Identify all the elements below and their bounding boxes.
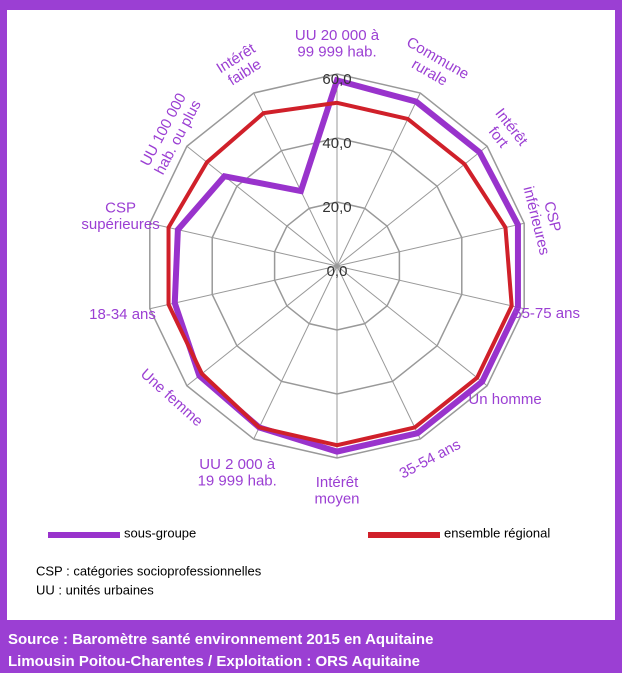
axis-label: Un homme xyxy=(468,391,541,408)
legend-label: ensemble régional xyxy=(444,525,550,540)
spoke xyxy=(253,92,338,267)
source: Source : Baromètre santé environnement 2… xyxy=(8,631,433,648)
spoke xyxy=(336,145,488,267)
spoke xyxy=(336,265,488,387)
axis-label: UU 20 000 à 99 999 hab. xyxy=(295,27,380,61)
axis-label: 18-34 ans xyxy=(89,306,156,323)
spoke xyxy=(336,92,421,267)
spoke xyxy=(186,265,338,387)
spoke xyxy=(336,265,525,310)
r-tick-label: 60,0 xyxy=(322,71,351,88)
r-tick-label: 40,0 xyxy=(322,135,351,152)
series-line xyxy=(166,100,514,448)
legend-label: sous-groupe xyxy=(124,525,196,540)
axis-label: Intérêt moyen xyxy=(314,474,359,508)
axis-label: 55-75 ans xyxy=(513,305,580,322)
axis-label: UU 2 000 à 19 999 hab. xyxy=(198,456,277,490)
spoke xyxy=(149,265,338,310)
axis-label: CSP supérieures xyxy=(81,199,159,233)
note: UU : unités urbaines xyxy=(36,582,154,597)
spoke xyxy=(253,265,338,440)
note: CSP : catégories socioprofessionnelles xyxy=(36,563,262,578)
spoke xyxy=(336,265,421,440)
source: Limousin Poitou-Charentes / Exploitation… xyxy=(8,653,420,670)
series-line xyxy=(171,76,521,455)
spoke xyxy=(336,222,525,267)
spoke xyxy=(186,145,338,267)
r-tick-label: 20,0 xyxy=(322,199,351,216)
r-tick-label: 0,0 xyxy=(327,263,348,280)
